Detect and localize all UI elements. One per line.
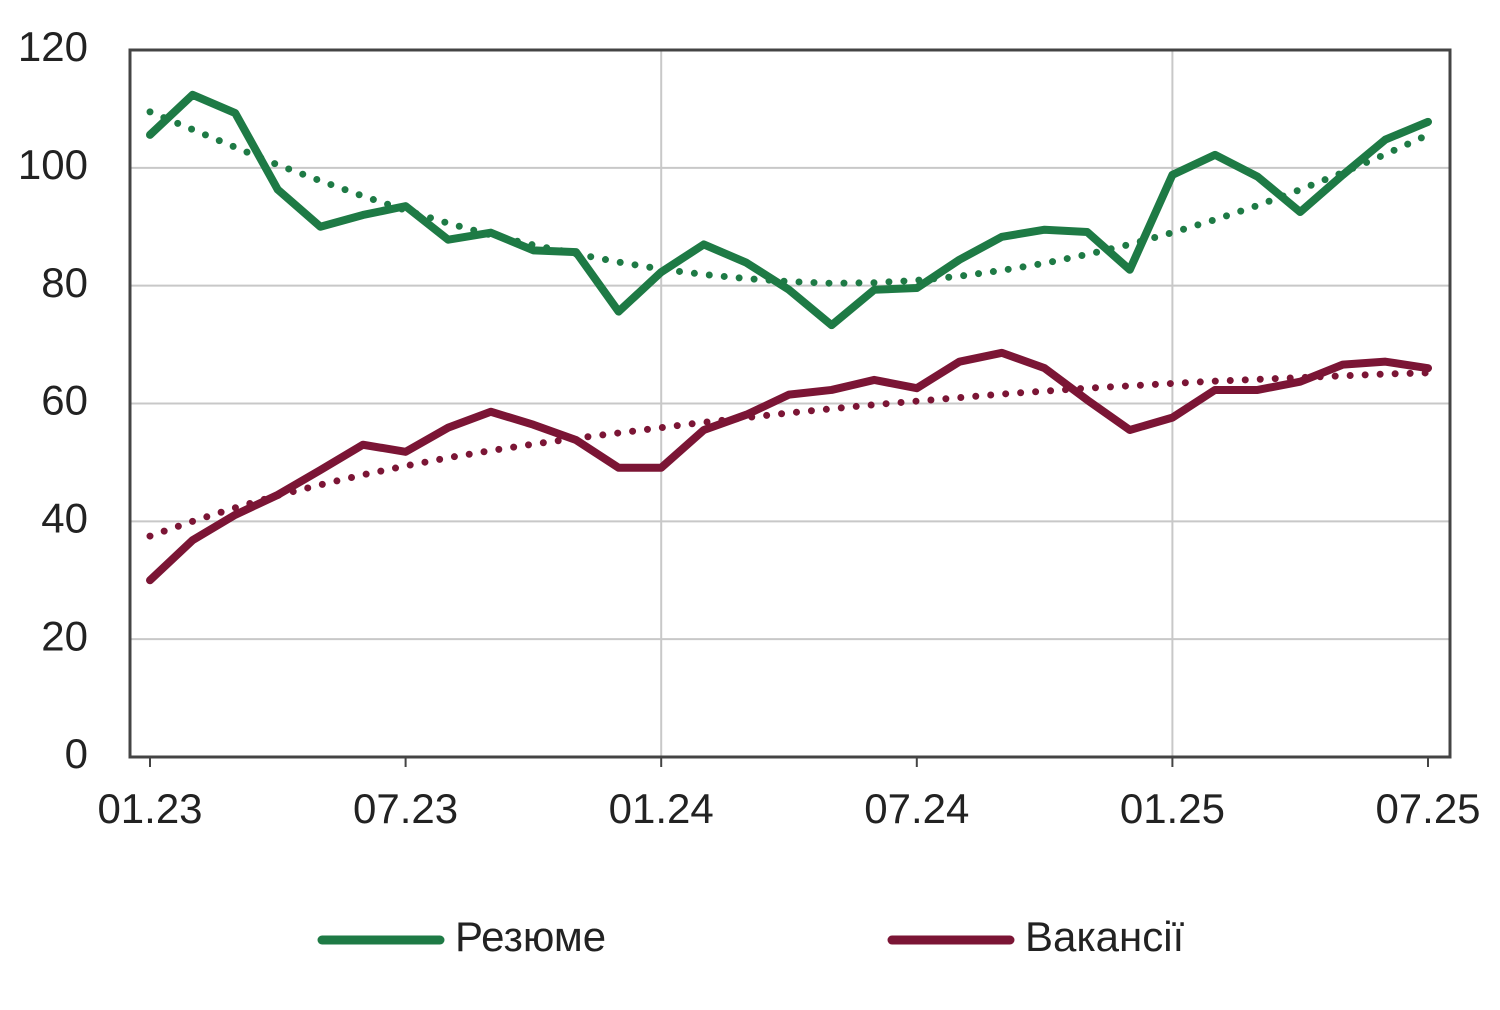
data-line [146,90,1432,330]
y-tick-label: 100 [18,141,88,188]
y-tick-label: 20 [41,612,88,659]
x-tick-label: 07.23 [353,785,458,832]
x-tick-label: 01.23 [97,785,202,832]
y-tick-label: 80 [41,259,88,306]
data-line [146,348,1432,585]
y-tick-label: 60 [41,377,88,424]
legend-label: Вакансії [1025,913,1185,960]
x-tick-label: 01.25 [1120,785,1225,832]
x-tick-label: 01.24 [609,785,714,832]
y-tick-label: 0 [65,730,88,777]
x-tick-label: 07.25 [1375,785,1480,832]
trend-line [146,369,1432,540]
y-tick-label: 120 [18,23,88,70]
y-tick-label: 40 [41,494,88,541]
plot-frame [128,48,1452,759]
x-tick-label: 07.24 [864,785,969,832]
trend-line [146,108,1432,287]
legend-label: Резюме [455,913,606,960]
